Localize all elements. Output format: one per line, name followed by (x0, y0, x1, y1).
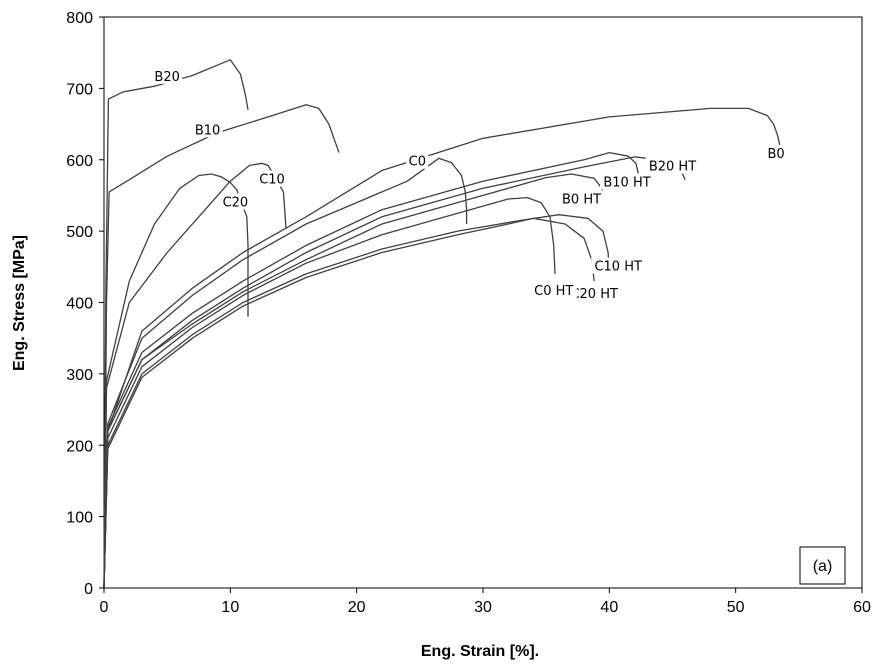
curve-label-backdrop (558, 190, 605, 207)
curve-label-c0-ht: C0 HT (534, 284, 573, 299)
curve-label-backdrop (152, 67, 183, 84)
y-tick-label: 800 (66, 10, 93, 27)
curve-label-backdrop (645, 157, 700, 174)
curve-b20 (103, 59, 249, 589)
curve-label-b20: B20 (154, 70, 179, 85)
y-tick-label: 300 (66, 367, 93, 384)
curve-c0 (103, 157, 468, 589)
y-tick-label: 700 (66, 81, 93, 98)
y-tick-label: 100 (66, 510, 93, 527)
curve-b0 (103, 107, 781, 589)
curve-label-b10: B10 (195, 123, 220, 138)
y-tick-label: 200 (66, 438, 93, 455)
x-tick-label: 50 (727, 599, 745, 616)
x-tick-label: 20 (348, 599, 366, 616)
panel-label: (a) (813, 558, 833, 575)
curve-c10 (103, 162, 287, 589)
curve-label-backdrop (765, 144, 788, 161)
y-tick-label: 500 (66, 224, 93, 241)
curve-label-backdrop (220, 193, 251, 210)
curve-c20-ht (103, 217, 595, 589)
curve-label-backdrop (530, 281, 577, 298)
curve-label-c20: C20 (223, 195, 249, 210)
curve-b20-ht (103, 156, 686, 589)
curve-label-backdrop (600, 173, 655, 190)
x-tick-label: 40 (600, 599, 618, 616)
y-tick-label: 0 (84, 581, 93, 598)
curve-label-backdrop (406, 152, 429, 169)
y-tick-label: 400 (66, 296, 93, 313)
curve-b10 (103, 104, 340, 589)
x-tick-label: 30 (474, 599, 492, 616)
curve-c10-ht (103, 214, 610, 589)
x-tick-label: 60 (853, 599, 871, 616)
curve-label-backdrop (257, 170, 288, 187)
curve-label-backdrop (591, 257, 646, 274)
x-axis-title: Eng. Strain [%]. (421, 643, 539, 660)
y-axis-title: Eng. Stress [MPa] (11, 235, 28, 371)
curve-label-backdrop (567, 284, 622, 301)
curve-c20 (103, 173, 249, 589)
plot-area-border (103, 16, 863, 589)
curve-label-backdrop (192, 121, 223, 138)
x-tick-label: 0 (100, 599, 109, 616)
curve-label-b0-ht: B0 HT (562, 193, 601, 208)
curve-label-c10: C10 (259, 173, 285, 188)
x-axis-ticks: 0 10 20 30 40 50 60 (100, 588, 871, 616)
curve-label-b20-ht: B20 HT (649, 160, 696, 175)
curve-label-c10-ht: C10 HT (594, 260, 642, 275)
plot-frame (103, 16, 863, 589)
curve-label-b0: B0 (767, 147, 784, 162)
curve-c0-ht (103, 196, 556, 589)
curve-b10-ht (103, 151, 640, 589)
x-tick-label: 10 (221, 599, 239, 616)
curve-label-c0: C0 (409, 155, 426, 170)
y-axis-ticks: 0 100 200 300 400 500 600 700 800 (66, 10, 104, 598)
y-tick-label: 600 (66, 153, 93, 170)
curve-label-b10-ht: B10 HT (603, 175, 650, 190)
curve-label-c20-ht: C20 HT (570, 287, 618, 302)
stress-strain-curves (103, 59, 781, 589)
panel-label-box: (a) (799, 546, 846, 585)
curve-b0-ht (103, 173, 604, 589)
